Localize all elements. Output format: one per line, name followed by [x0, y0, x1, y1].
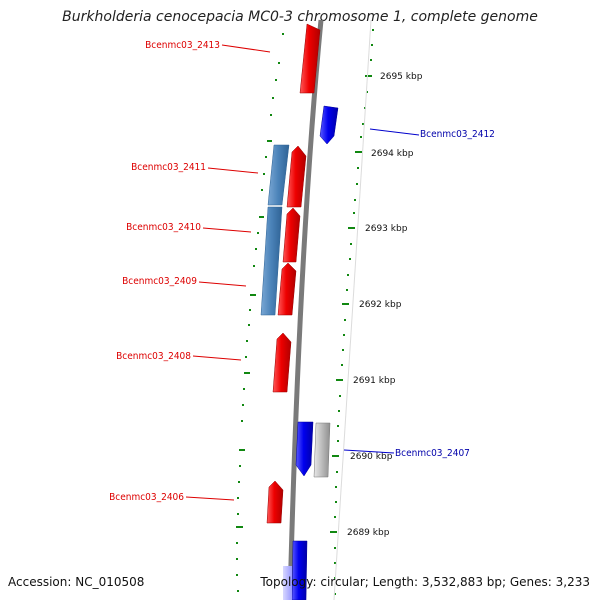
other-feature[interactable]: [313, 422, 331, 478]
gene-arrow-bcenmc03-2410[interactable]: [282, 207, 301, 263]
gene-label[interactable]: Bcenmc03_2407: [395, 448, 470, 459]
gene-arrow-bcenmc03-2409[interactable]: [277, 262, 297, 316]
gene-arrow-partial[interactable]: [291, 540, 308, 600]
tick-label: 2693 kbp: [365, 224, 408, 234]
gene-features: [266, 23, 339, 600]
gene-label[interactable]: Bcenmc03_2410: [126, 222, 201, 233]
topology-text: Topology: circular; Length: 3,532,883 bp…: [260, 575, 590, 589]
gene-arrow-bcenmc03-2407[interactable]: [295, 421, 314, 477]
tick-label: 2692 kbp: [359, 300, 402, 310]
gene-labels: Bcenmc03_2413 Bcenmc03_2412 Bcenmc03_241…: [109, 40, 495, 503]
tick-label: 2691 kbp: [353, 376, 396, 386]
label-leaders: [185, 44, 420, 501]
gene-label[interactable]: Bcenmc03_2406: [109, 492, 184, 503]
gene-label[interactable]: Bcenmc03_2408: [116, 351, 191, 362]
gene-label[interactable]: Bcenmc03_2412: [420, 129, 495, 140]
tick-label: 2689 kbp: [347, 528, 390, 538]
tick-label: 2694 kbp: [371, 149, 414, 159]
accession-text: Accession: NC_010508: [8, 575, 145, 589]
gene-arrow-bcenmc03-2413[interactable]: [299, 23, 321, 94]
map-title: Burkholderia cenocepacia MC0-3 chromosom…: [62, 9, 538, 25]
gene-arrow-bcenmc03-2408[interactable]: [272, 332, 292, 393]
gene-label[interactable]: Bcenmc03_2409: [122, 276, 197, 287]
kbp-tick-labels: 2695 kbp 2694 kbp 2693 kbp 2692 kbp 2691…: [347, 72, 423, 538]
gene-arrow-partial-shadow: [283, 566, 292, 600]
gene-label[interactable]: Bcenmc03_2411: [131, 162, 206, 173]
tick-label: 2690 kbp: [350, 452, 393, 462]
tick-label: 2695 kbp: [380, 72, 423, 82]
gene-arrow-bcenmc03-2412[interactable]: [319, 105, 339, 145]
gene-label[interactable]: Bcenmc03_2413: [145, 40, 220, 51]
outer-tick-ring: [236, 33, 284, 592]
gene-arrow-bcenmc03-2411[interactable]: [286, 145, 307, 208]
gene-arrow-bcenmc03-2406[interactable]: [266, 480, 284, 524]
overlay-features: [260, 144, 290, 316]
